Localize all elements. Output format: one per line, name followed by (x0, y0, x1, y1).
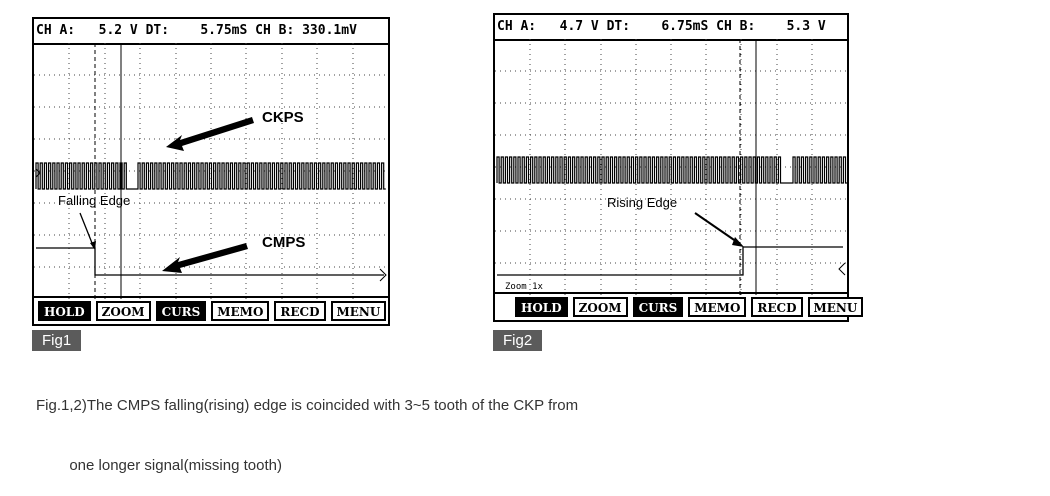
fig1-label-ckps: CKPS (262, 109, 304, 126)
fig1-plot: CKPS CMPS Falling Edge (34, 43, 388, 299)
fig1-memo-button[interactable]: MEMO (211, 301, 270, 321)
fig1-arrow-cmps (162, 243, 248, 273)
caption-line-1: Fig.1,2)The CMPS falling(rising) edge is… (36, 397, 579, 414)
fig2-cmps-waveform (497, 246, 843, 276)
fig1-label-falling-edge: Falling Edge (58, 193, 130, 208)
fig1-curs-button[interactable]: CURS (155, 301, 207, 321)
fig2-plot: Rising Edge Zoom 1x (495, 39, 847, 295)
fig1-edge-pointer (79, 212, 95, 249)
fig2-zoom-indicator: Zoom 1x (505, 282, 544, 292)
fig1-tag: Fig1 (32, 330, 82, 351)
fig1-recd-button[interactable]: RECD (274, 301, 326, 321)
fig2-tag: Fig2 (493, 330, 543, 351)
fig1-arrow-ckps (166, 117, 254, 151)
scope-fig1: CH A: 5.2 V DT: 5.75mS CH B: 330.1mV CKP… (32, 17, 390, 326)
fig1-button-bar: HOLD ZOOM CURS MEMO RECD MENU (34, 296, 388, 324)
fig2-label-rising-edge: Rising Edge (607, 195, 677, 210)
fig2-memo-button[interactable]: MEMO (688, 297, 747, 317)
fig2-recd-button[interactable]: RECD (751, 297, 803, 317)
fig1-cmps-marker (379, 268, 387, 282)
fig1-menu-button[interactable]: MENU (330, 301, 387, 321)
fig2-cmps-marker (838, 262, 846, 276)
fig2-menu-button[interactable]: MENU (807, 297, 864, 317)
fig2-button-bar: HOLD ZOOM CURS MEMO RECD MENU (495, 292, 864, 320)
fig1-ckps-waveform (35, 162, 386, 190)
caption-line-2: one longer signal(missing tooth) (36, 457, 282, 474)
fig1-zoom-button[interactable]: ZOOM (95, 301, 151, 321)
fig2-ckps-waveform (496, 156, 847, 184)
fig2-hold-button[interactable]: HOLD (515, 297, 568, 317)
fig1-readout: CH A: 5.2 V DT: 5.75mS CH B: 330.1mV (34, 19, 388, 45)
fig2-edge-pointer (694, 212, 741, 245)
scope-fig2: CH A: 4.7 V DT: 6.75mS CH B: 5.3 V Risin… (493, 13, 864, 322)
fig1-ckps-marker (35, 168, 41, 178)
fig2-readout: CH A: 4.7 V DT: 6.75mS CH B: 5.3 V (495, 15, 847, 41)
fig2-zoom-button[interactable]: ZOOM (572, 297, 628, 317)
fig2-curs-button[interactable]: CURS (632, 297, 684, 317)
fig1-label-cmps: CMPS (262, 234, 305, 251)
fig1-hold-button[interactable]: HOLD (38, 301, 91, 321)
fig1-cmps-waveform (36, 247, 384, 276)
figure-caption: Fig.1,2)The CMPS falling(rising) edge is… (36, 356, 578, 496)
